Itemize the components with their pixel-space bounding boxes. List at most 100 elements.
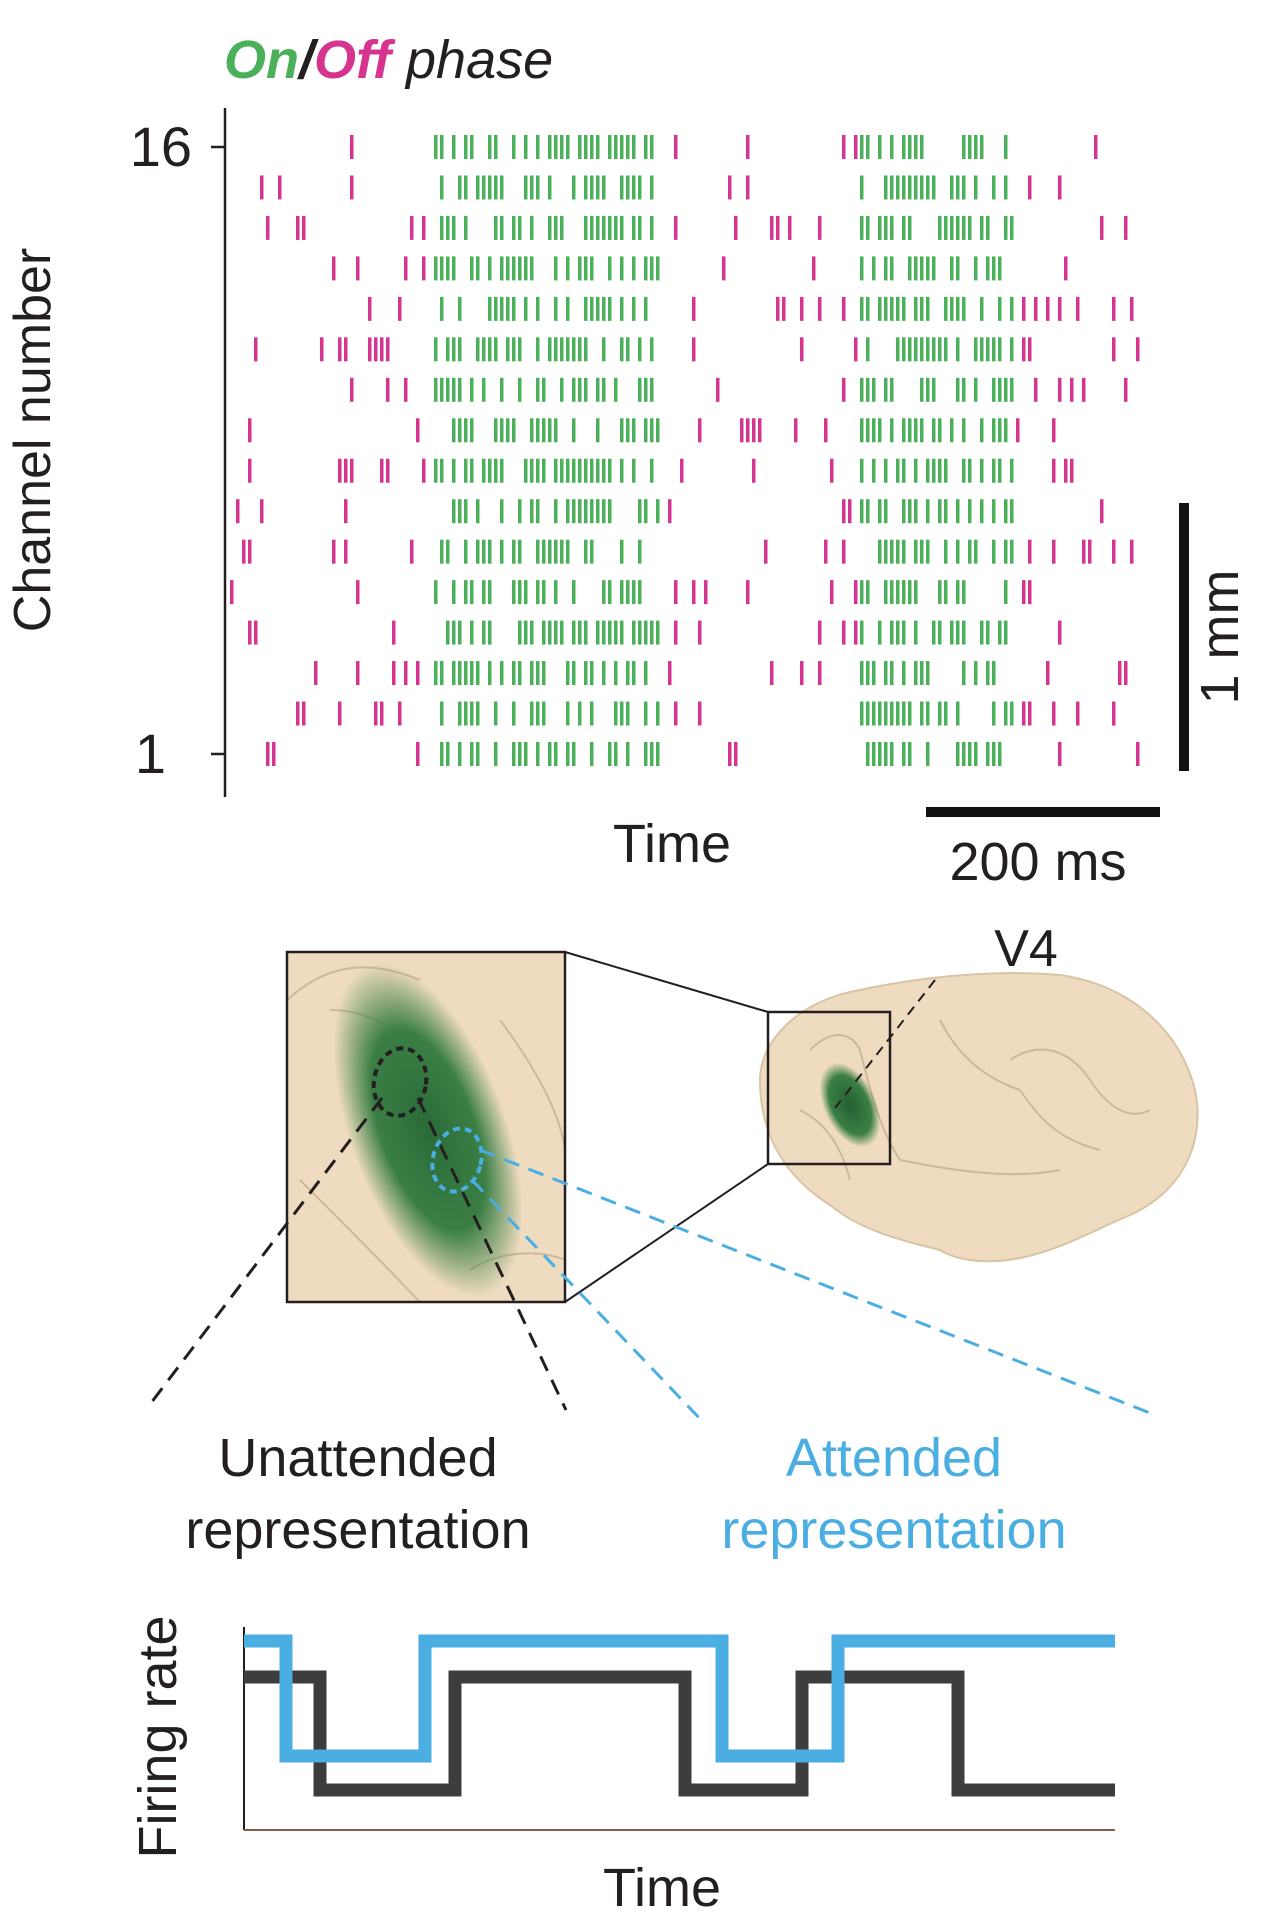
spike xyxy=(980,458,984,483)
spike xyxy=(968,215,972,240)
spike xyxy=(608,620,612,645)
spike xyxy=(536,701,540,726)
spike xyxy=(590,539,594,564)
time-scale-label: 200 ms xyxy=(949,832,1126,892)
spike xyxy=(464,135,468,159)
spike xyxy=(938,337,942,362)
spike xyxy=(356,580,360,605)
firing-rate-plot: Firing rate Time xyxy=(128,1615,1115,1918)
spike xyxy=(1004,377,1008,402)
spike xyxy=(962,661,966,686)
spike xyxy=(620,539,624,564)
spike xyxy=(1004,418,1008,443)
spike xyxy=(482,377,486,402)
spike xyxy=(560,337,564,362)
spike xyxy=(716,377,720,402)
spike xyxy=(494,418,498,443)
spike xyxy=(542,701,546,726)
spike xyxy=(866,580,870,605)
spike xyxy=(818,661,822,686)
spike xyxy=(416,418,420,443)
spike xyxy=(866,377,870,402)
spike xyxy=(860,661,864,686)
spike xyxy=(848,499,852,524)
spike xyxy=(512,256,516,281)
spike xyxy=(992,701,996,726)
spike xyxy=(986,215,990,240)
spike xyxy=(320,337,324,362)
spike xyxy=(458,499,462,524)
spike xyxy=(542,418,546,443)
spike xyxy=(608,580,612,605)
spike xyxy=(890,215,894,240)
spike xyxy=(542,620,546,645)
spike xyxy=(560,620,564,645)
spike xyxy=(536,418,540,443)
spike xyxy=(740,418,744,443)
spike xyxy=(608,256,612,281)
spike xyxy=(506,337,510,362)
spike xyxy=(632,458,636,483)
spike xyxy=(578,620,582,645)
spike xyxy=(818,215,822,240)
spike xyxy=(854,580,858,605)
spike xyxy=(266,742,270,766)
spike xyxy=(1058,296,1062,321)
spike xyxy=(914,337,918,362)
spike xyxy=(884,701,888,726)
spike xyxy=(668,499,672,524)
spike xyxy=(434,256,438,281)
attended-trace xyxy=(244,1634,1115,1763)
spike xyxy=(440,175,444,200)
spike xyxy=(884,175,888,200)
unattended-line-right xyxy=(416,1097,568,1411)
spike xyxy=(1112,337,1116,362)
spike xyxy=(560,135,564,159)
spike xyxy=(620,135,624,159)
spike xyxy=(602,661,606,686)
spike xyxy=(944,215,948,240)
spike xyxy=(788,215,792,240)
spike xyxy=(938,580,942,605)
spike xyxy=(620,458,624,483)
spike xyxy=(908,701,912,726)
spike xyxy=(536,296,540,321)
spike xyxy=(632,296,636,321)
spike xyxy=(968,539,972,564)
spike xyxy=(950,175,954,200)
spike xyxy=(416,742,420,766)
spike xyxy=(650,377,654,402)
spike xyxy=(860,377,864,402)
spike xyxy=(908,215,912,240)
spike xyxy=(896,175,900,200)
spike xyxy=(896,580,900,605)
spike xyxy=(860,256,864,281)
spike xyxy=(572,620,576,645)
spike xyxy=(620,296,624,321)
spike xyxy=(374,337,378,362)
spike xyxy=(890,175,894,200)
spike xyxy=(914,580,918,605)
spike xyxy=(476,337,480,362)
spike xyxy=(482,458,486,483)
spike xyxy=(860,620,864,645)
spike xyxy=(986,661,990,686)
spike xyxy=(422,215,426,240)
spike xyxy=(530,175,534,200)
spike xyxy=(962,418,966,443)
spike xyxy=(908,337,912,362)
spike xyxy=(1082,539,1086,564)
attended-label-line2: representation xyxy=(721,1500,1066,1560)
spike xyxy=(344,539,348,564)
spike xyxy=(626,135,630,159)
spike xyxy=(932,337,936,362)
depth-scale-label: 1 mm xyxy=(1190,570,1250,705)
spike xyxy=(986,742,990,766)
spike xyxy=(800,337,804,362)
spike xyxy=(884,499,888,524)
spike xyxy=(548,135,552,159)
spike xyxy=(1016,418,1020,443)
spike xyxy=(1046,661,1050,686)
spike xyxy=(956,742,960,766)
spike xyxy=(872,418,876,443)
